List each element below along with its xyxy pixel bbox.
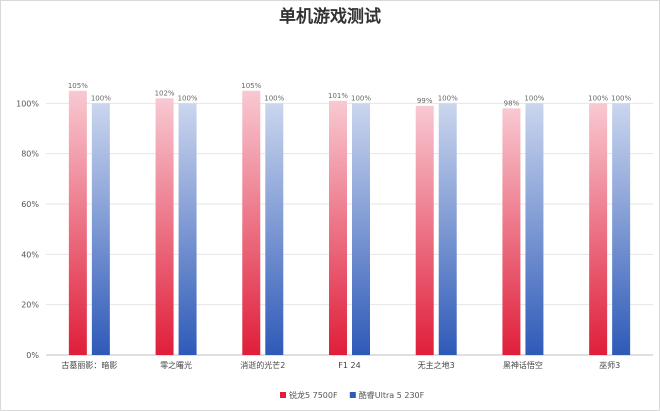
data-label: 102% [155,89,175,97]
x-category-label: 巫师3 [599,360,620,370]
y-tick-label: 20% [21,301,39,310]
data-label: 100% [611,94,631,102]
x-category-label: 无主之地3 [418,360,455,370]
data-label: 105% [68,82,88,90]
chart-title: 单机游戏测试 [279,6,381,27]
bar-ryzen-5 [502,108,521,355]
legend-label: 锐龙5 7500F [289,390,338,400]
bar-ryzen-1 [155,98,174,356]
bar-core-1 [178,103,197,355]
x-category-label: 零之曙光 [160,360,192,370]
bar-ryzen-3 [329,100,347,355]
data-label: 100% [264,94,284,102]
y-tick-label: 0% [26,351,39,360]
bar-core-3 [352,103,370,355]
bar-ryzen-4 [415,105,434,355]
bar-core-6 [612,103,631,355]
x-category-label: 黑神话悟空 [503,360,543,370]
bar-core-5 [525,103,544,355]
bar-core-0 [91,103,110,355]
data-label: 100% [438,94,458,102]
x-category-label: 消逝的光芒2 [240,360,285,370]
bar-ryzen-6 [589,103,608,355]
legend-swatch [349,392,356,398]
bar-core-2 [265,103,284,355]
y-tick-label: 100% [16,99,39,108]
bar-ryzen-2 [242,90,261,355]
data-label: 100% [91,94,111,102]
y-tick-label: 60% [21,200,39,209]
data-label: 100% [178,94,198,102]
data-label: 105% [241,82,261,90]
bar-ryzen-0 [68,90,87,355]
y-tick-label: 40% [21,250,39,259]
data-label: 101% [328,92,348,100]
bar-core-4 [438,103,457,355]
data-label: 100% [588,94,608,102]
data-label: 100% [351,94,371,102]
data-label: 98% [504,99,520,107]
data-label: 99% [417,97,433,105]
y-tick-label: 80% [21,150,39,159]
legend-swatch [280,392,286,398]
legend-label: 酷睿Ultra 5 230F [359,390,425,400]
x-category-label: F1 24 [338,361,360,370]
x-category-label: 古墓丽影：暗影 [61,360,117,370]
data-label: 100% [524,94,544,102]
